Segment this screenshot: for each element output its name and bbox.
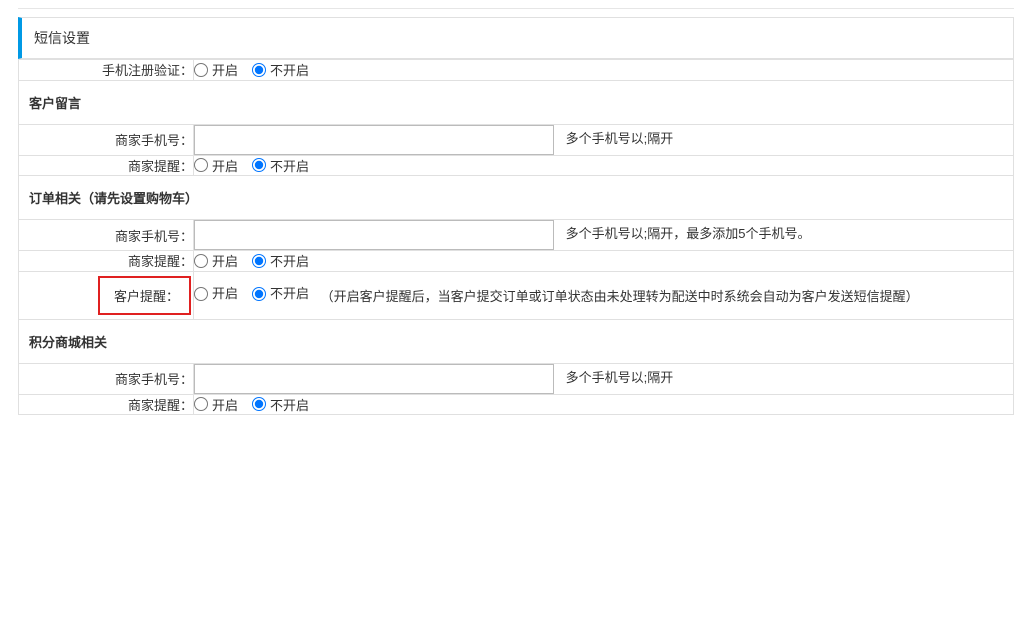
radio-cm-remind-on-input[interactable] [194, 158, 208, 172]
row-phone-register: 手机注册验证： 开启 不开启 [19, 60, 1014, 81]
hint-pm-merchant-phone: 多个手机号以;隔开 [566, 370, 674, 385]
label-cm-merchant-phone: 商家手机号： [19, 124, 194, 155]
label-phone-register: 手机注册验证： [19, 60, 194, 81]
radio-cm-remind-off[interactable]: 不开启 [252, 156, 309, 175]
row-cm-merchant-remind: 商家提醒： 开启 不开启 [19, 155, 1014, 176]
radio-order-cremind-on-input[interactable] [194, 287, 208, 301]
value-cm-merchant-remind: 开启 不开启 [194, 155, 1014, 176]
radio-order-cremind-off-input[interactable] [252, 287, 266, 301]
radio-cm-remind-off-input[interactable] [252, 158, 266, 172]
radio-pm-remind-on[interactable]: 开启 [194, 395, 238, 414]
radio-off-text: 不开启 [270, 60, 309, 79]
label-order-customer-remind: 客户提醒： [114, 289, 179, 304]
radio-pm-remind-on-input[interactable] [194, 397, 208, 411]
row-order-customer-remind: 客户提醒： 开启 不开启 （开启客户提醒后，当客户提交订单或订单状态由未处理转为… [19, 271, 1014, 319]
row-pm-merchant-remind: 商家提醒： 开启 不开启 [19, 394, 1014, 415]
label-pm-merchant-remind: 商家提醒： [19, 394, 194, 415]
section-points-mall-title: 积分商城相关 [19, 319, 1014, 363]
row-cm-merchant-phone: 商家手机号： 多个手机号以;隔开 [19, 124, 1014, 155]
radio-off-text2: 不开启 [270, 156, 309, 175]
highlight-customer-remind: 客户提醒： [98, 276, 191, 315]
radio-on-text2: 开启 [212, 156, 238, 175]
radio-on-text3: 开启 [212, 251, 238, 270]
radio-on-text5: 开启 [212, 395, 238, 414]
section-customer-msg-title: 客户留言 [19, 80, 1014, 124]
radio-pm-remind-off[interactable]: 不开启 [252, 395, 309, 414]
input-cm-merchant-phone[interactable] [194, 125, 554, 155]
input-order-merchant-phone[interactable] [194, 220, 554, 250]
radio-order-mremind-on[interactable]: 开启 [194, 251, 238, 270]
section-order-title: 订单相关（请先设置购物车） [19, 176, 1014, 220]
value-order-merchant-remind: 开启 不开启 [194, 251, 1014, 272]
radio-off-text4: 不开启 [270, 281, 309, 307]
label-pm-merchant-phone: 商家手机号： [19, 363, 194, 394]
radio-cm-remind-on[interactable]: 开启 [194, 156, 238, 175]
value-order-customer-remind: 开启 不开启 （开启客户提醒后，当客户提交订单或订单状态由未处理转为配送中时系统… [194, 271, 1014, 319]
row-pm-merchant-phone: 商家手机号： 多个手机号以;隔开 [19, 363, 1014, 394]
label-order-customer-remind-cell: 客户提醒： [19, 271, 194, 319]
value-pm-merchant-remind: 开启 不开启 [194, 394, 1014, 415]
radio-on-text: 开启 [212, 60, 238, 79]
radio-order-cremind-off[interactable]: 不开启 [252, 281, 309, 307]
top-divider [18, 8, 1014, 9]
radio-order-cremind-on[interactable]: 开启 [194, 281, 238, 307]
value-phone-register: 开启 不开启 [194, 60, 1014, 81]
radio-phone-register-on[interactable]: 开启 [194, 60, 238, 79]
label-cm-merchant-remind: 商家提醒： [19, 155, 194, 176]
label-order-merchant-remind: 商家提醒： [19, 251, 194, 272]
radio-order-mremind-on-input[interactable] [194, 254, 208, 268]
label-order-merchant-phone: 商家手机号： [19, 220, 194, 251]
row-order-merchant-phone: 商家手机号： 多个手机号以;隔开，最多添加5个手机号。 [19, 220, 1014, 251]
radio-phone-register-off-input[interactable] [252, 63, 266, 77]
section-customer-msg: 客户留言 [19, 80, 1014, 124]
input-pm-merchant-phone[interactable] [194, 364, 554, 394]
hint-cm-merchant-phone: 多个手机号以;隔开 [566, 131, 674, 146]
page-title: 短信设置 [18, 17, 1014, 59]
radio-order-mremind-off[interactable]: 不开启 [252, 251, 309, 270]
value-cm-merchant-phone: 多个手机号以;隔开 [194, 124, 1014, 155]
page-title-text: 短信设置 [34, 30, 90, 46]
section-order: 订单相关（请先设置购物车） [19, 176, 1014, 220]
note-order-customer-remind: （开启客户提醒后，当客户提交订单或订单状态由未处理转为配送中时系统会自动为客户发… [321, 289, 919, 304]
value-pm-merchant-phone: 多个手机号以;隔开 [194, 363, 1014, 394]
hint-order-merchant-phone: 多个手机号以;隔开，最多添加5个手机号。 [566, 226, 811, 241]
radio-pm-remind-off-input[interactable] [252, 397, 266, 411]
radio-phone-register-on-input[interactable] [194, 63, 208, 77]
settings-table: 手机注册验证： 开启 不开启 客户留言 商家手机号： [18, 59, 1014, 415]
section-points-mall: 积分商城相关 [19, 319, 1014, 363]
radio-order-mremind-off-input[interactable] [252, 254, 266, 268]
value-order-merchant-phone: 多个手机号以;隔开，最多添加5个手机号。 [194, 220, 1014, 251]
radio-off-text3: 不开启 [270, 251, 309, 270]
radio-phone-register-off[interactable]: 不开启 [252, 60, 309, 79]
row-order-merchant-remind: 商家提醒： 开启 不开启 [19, 251, 1014, 272]
radio-off-text5: 不开启 [270, 395, 309, 414]
radio-on-text4: 开启 [212, 281, 238, 307]
